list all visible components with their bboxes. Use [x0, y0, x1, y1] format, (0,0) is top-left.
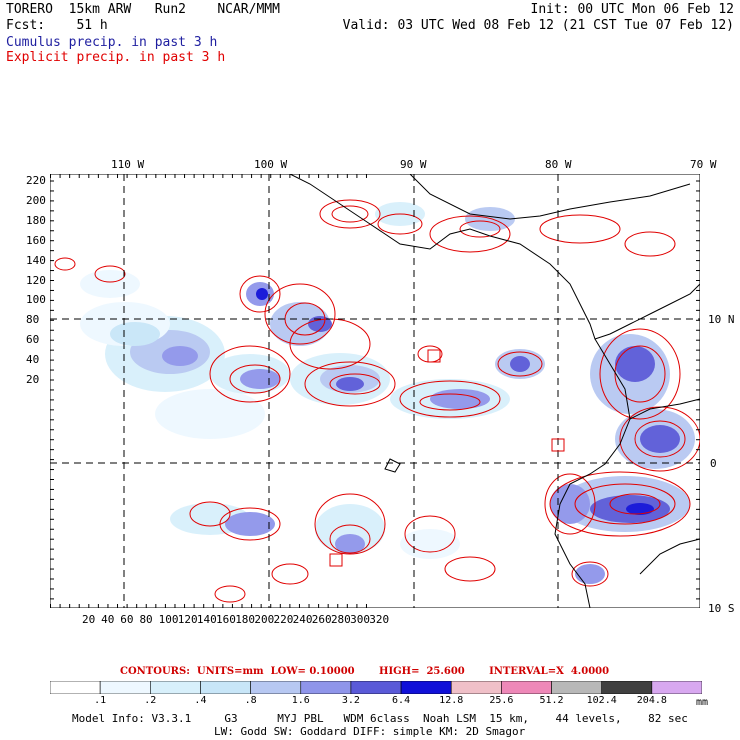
x-tick-label: 280 [330, 613, 351, 626]
legend-swatch [300, 681, 352, 694]
legend-swatch [350, 681, 402, 694]
lon-label-110w: 110 W [111, 158, 145, 171]
lon-label-70w: 70 W [690, 158, 717, 171]
x-tick-label: 320 [369, 613, 390, 626]
y-tick-label: 40 [26, 353, 40, 367]
legend-labels: .1 .2 .4 .8 1.6 3.2 6.4 12.8 25.6 51.2 102.4 204.8 [50, 695, 702, 709]
legend-swatch [501, 681, 552, 694]
x-tick-label: 80 [139, 613, 153, 626]
legend-label: 204.8 [636, 695, 667, 706]
x-tick-label: 20 [82, 613, 96, 626]
physics-info: LW: Godd SW: Goddard DIFF: simple KM: 2D… [214, 725, 526, 738]
legend-swatch [651, 681, 702, 694]
coastline [289, 174, 700, 608]
lat-lon-grid [50, 174, 700, 608]
legend-label: .4 [194, 695, 207, 706]
legend-label: .1 [94, 695, 107, 706]
legend-swatch [250, 681, 302, 694]
legend-swatch [150, 681, 201, 694]
y-tick-label: 20 [26, 373, 40, 386]
y-tick-label: 160 [26, 233, 46, 247]
model-title: TORERO 15km ARW Run2 NCAR/MMM [6, 2, 280, 17]
y-tick-label: 100 [26, 293, 46, 307]
valid-time: Valid: 03 UTC Wed 08 Feb 12 (21 CST Tue … [342, 18, 734, 33]
model-info: Model Info: V3.3.1 G3 MYJ PBL WDM 6class… [72, 712, 688, 725]
legend-swatch [50, 681, 101, 694]
legend-swatch [99, 681, 151, 694]
legend-label: 102.4 [586, 695, 617, 706]
legend-label: 1.6 [291, 695, 310, 706]
forecast-hour: Fcst: 51 h [6, 18, 108, 33]
x-tick-label: 40 [101, 613, 115, 626]
y-tick-label: 140 [26, 253, 46, 267]
legend-swatch [551, 681, 602, 694]
x-tick-label: 240 [292, 613, 313, 626]
init-time: Init: 00 UTC Mon 06 Feb 12 [530, 2, 735, 17]
explicit-precip-label: Explicit precip. in past 3 h [6, 50, 226, 65]
lat-label-10s: 10 S [708, 602, 735, 615]
x-tick-label: 220 [273, 613, 294, 626]
legend-label: .8 [244, 695, 257, 706]
x-tick-label: 260 [311, 613, 332, 626]
legend-swatch [400, 681, 452, 694]
y-tick-label: 200 [26, 193, 46, 207]
x-tick-label: 200 [254, 613, 275, 626]
legend-label: .2 [144, 695, 157, 706]
x-tick-label: 160 [216, 613, 236, 626]
x-tick-label: 100 [158, 613, 179, 626]
station-markers [329, 349, 565, 567]
x-tick-label: 300 [350, 613, 370, 626]
legend-label: 6.4 [392, 695, 411, 706]
legend-label: 51.2 [539, 695, 564, 706]
precip-map [50, 174, 700, 608]
lon-label-100w: 100 W [254, 158, 288, 171]
x-tick-label: 180 [235, 613, 256, 626]
legend-swatch [200, 681, 251, 694]
y-tick-label: 220 [26, 174, 46, 187]
x-tick-label: 60 [120, 613, 134, 626]
lat-label-10n: 10 N [708, 313, 735, 326]
legend-label: 25.6 [489, 695, 514, 706]
legend-swatch [450, 681, 502, 694]
legend-unit: mm [696, 697, 709, 708]
x-tick-label: 140 [196, 613, 217, 626]
color-legend [50, 681, 702, 694]
x-tick-label: 120 [177, 613, 198, 626]
legend-swatch [601, 681, 653, 694]
y-tick-label: 80 [26, 313, 40, 327]
lat-label-0: 0 [710, 457, 717, 470]
y-tick-label: 60 [26, 333, 40, 347]
y-tick-label: 180 [26, 213, 46, 227]
lon-label-90w: 90 W [400, 158, 427, 171]
cumulus-precip-shading [80, 202, 695, 584]
contour-info: CONTOURS: UNITS=mm LOW= 0.10000 HIGH= 25… [120, 666, 610, 677]
lon-label-80w: 80 W [545, 158, 572, 171]
explicit-precip-contours [54, 199, 700, 603]
axis-tick-marks [50, 174, 700, 608]
legend-label: 12.8 [439, 695, 464, 706]
y-tick-label: 120 [26, 273, 46, 287]
legend-label: 3.2 [341, 695, 360, 706]
cumulus-precip-label: Cumulus precip. in past 3 h [6, 35, 218, 50]
